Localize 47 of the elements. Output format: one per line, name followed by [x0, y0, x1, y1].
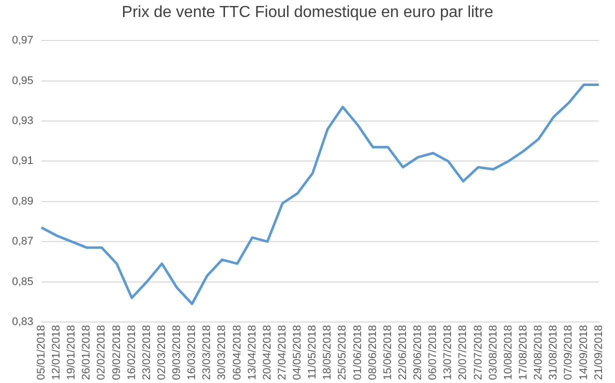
y-tick-label: 0,95: [12, 74, 34, 87]
x-tick-label: 27/07/2018: [472, 324, 484, 380]
x-tick-label: 26/01/2018: [80, 324, 93, 380]
y-tick-label: 0,83: [12, 316, 34, 328]
y-tick-label: 0,87: [12, 236, 34, 248]
x-tick-label: 06/04/2018: [231, 324, 244, 380]
x-tick-label: 21/09/2018: [592, 324, 605, 380]
x-tick-label: 02/02/2018: [96, 324, 108, 380]
x-tick-label: 02/03/2018: [156, 324, 168, 380]
x-tick-label: 17/08/2018: [518, 324, 530, 380]
x-tick-label: 04/05/2018: [292, 324, 304, 380]
x-tick-label: 09/03/2018: [171, 324, 184, 380]
x-tick-label: 09/02/2018: [110, 324, 123, 380]
x-tick-label: 25/05/2018: [336, 324, 349, 380]
x-tick-label: 12/01/2018: [50, 324, 63, 380]
x-tick-label: 19/01/2018: [66, 324, 78, 380]
x-tick-label: 27/04/2018: [276, 324, 288, 380]
x-tick-label: 13/07/2018: [442, 324, 454, 380]
x-tick-label: 15/06/2018: [382, 324, 394, 380]
x-tick-label: 23/02/2018: [140, 324, 153, 380]
y-tick-label: 0,89: [12, 195, 34, 208]
x-tick-label: 31/08/2018: [548, 324, 560, 380]
x-tick-label: 30/03/2018: [216, 324, 228, 380]
y-tick-label: 0,91: [12, 155, 34, 168]
x-tick-label: 07/09/2018: [562, 324, 575, 380]
x-tick-label: 08/06/2018: [366, 324, 379, 380]
x-tick-label: 10/08/2018: [502, 324, 514, 380]
x-tick-label: 06/07/2018: [427, 324, 440, 380]
x-tick-label: 24/08/2018: [532, 324, 545, 380]
y-tick-label: 0,97: [12, 34, 34, 47]
x-tick-label: 13/04/2018: [246, 324, 258, 380]
x-tick-label: 20/07/2018: [457, 324, 470, 380]
y-tick-label: 0,93: [12, 115, 34, 128]
x-tick-label: 16/02/2018: [126, 324, 138, 380]
x-tick-label: 14/09/2018: [578, 324, 590, 380]
x-tick-label: 01/06/2018: [352, 324, 364, 380]
chart-title: Prix de vente TTC Fioul domestique en euro par litre: [120, 3, 494, 23]
x-tick-label: 29/06/2018: [412, 324, 424, 380]
x-tick-label: 22/06/2018: [396, 324, 409, 380]
x-tick-label: 03/08/2018: [487, 324, 500, 380]
x-tick-label: 05/01/2018: [35, 324, 48, 380]
x-tick-label: 23/03/2018: [201, 324, 214, 380]
x-tick-label: 11/05/2018: [306, 324, 319, 380]
x-tick-label: 20/04/2018: [261, 324, 274, 380]
y-tick-label: 0,85: [12, 276, 34, 288]
x-tick-label: 18/05/2018: [322, 324, 334, 380]
x-tick-label: 16/03/2018: [186, 324, 198, 380]
